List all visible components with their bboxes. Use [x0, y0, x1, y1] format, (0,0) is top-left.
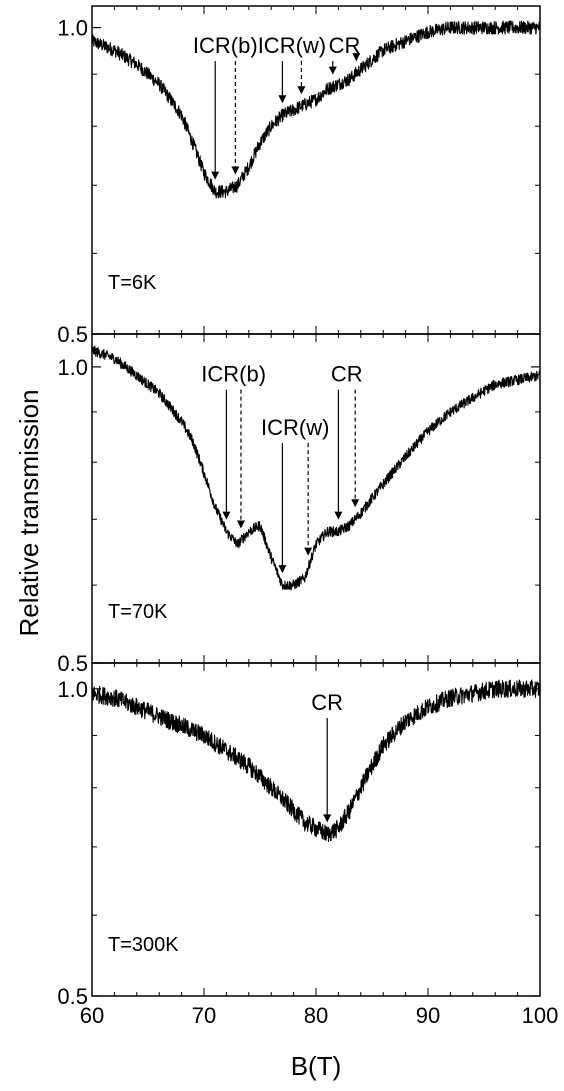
solid-arrow-head — [222, 511, 231, 520]
y-tick-label: 1.0 — [57, 355, 88, 380]
transmission-trace — [91, 20, 541, 199]
dashed-arrow-head — [352, 53, 361, 62]
temperature-label: T=6K — [108, 272, 157, 294]
temperature-label: T=300K — [108, 934, 179, 956]
dashed-arrow-head — [351, 499, 360, 508]
arrow-label: ICR(w) — [258, 33, 326, 58]
arrow-label: CR — [331, 362, 363, 387]
arrow-label: CR — [311, 690, 343, 715]
solid-arrow-head — [323, 814, 332, 823]
solid-arrow-head — [328, 66, 337, 75]
solid-arrow-head — [278, 95, 287, 104]
y-tick-label: 0.5 — [57, 651, 88, 676]
y-tick-label: 1.0 — [57, 16, 88, 41]
panel-3: 0.5 1.0 T=300K CR — [57, 662, 541, 1009]
arrow-label: CR — [329, 33, 361, 58]
panel-1: 0.5 1.0 T=6K ICR(b) ICR(w) CR — [57, 5, 541, 347]
arrow-label: ICR(b) — [201, 362, 266, 387]
transmission-trace — [91, 679, 541, 843]
y-tick-label: 0.5 — [57, 984, 88, 1009]
transmission-trace — [91, 345, 541, 591]
solid-arrow-head — [334, 511, 343, 520]
y-axis-title: Relative transmission — [14, 389, 44, 636]
y-tick-label: 0.5 — [57, 322, 88, 347]
solid-arrow-head — [211, 171, 220, 180]
x-tick-label: 70 — [192, 1003, 216, 1028]
x-axis-title: B(T) — [291, 1051, 342, 1081]
arrow-label: ICR(w) — [261, 415, 329, 440]
dashed-arrow-head — [304, 547, 313, 556]
panel-2: 0.5 1.0 T=70K ICR(b) ICR(w) CR — [57, 333, 541, 676]
y-tick-label: 1.0 — [57, 677, 88, 702]
arrow-label: ICR(b) — [193, 33, 258, 58]
x-ticks-group: 60 70 80 90 100 — [80, 1003, 559, 1028]
x-tick-label: 90 — [416, 1003, 440, 1028]
x-tick-label: 100 — [522, 1003, 559, 1028]
dashed-arrow-head — [231, 166, 240, 175]
dashed-arrow-head — [297, 86, 306, 95]
x-tick-label: 80 — [304, 1003, 328, 1028]
temperature-label: T=70K — [108, 601, 168, 623]
dashed-arrow-head — [236, 520, 245, 529]
x-tick-label: 60 — [80, 1003, 104, 1028]
solid-arrow-head — [278, 565, 287, 574]
